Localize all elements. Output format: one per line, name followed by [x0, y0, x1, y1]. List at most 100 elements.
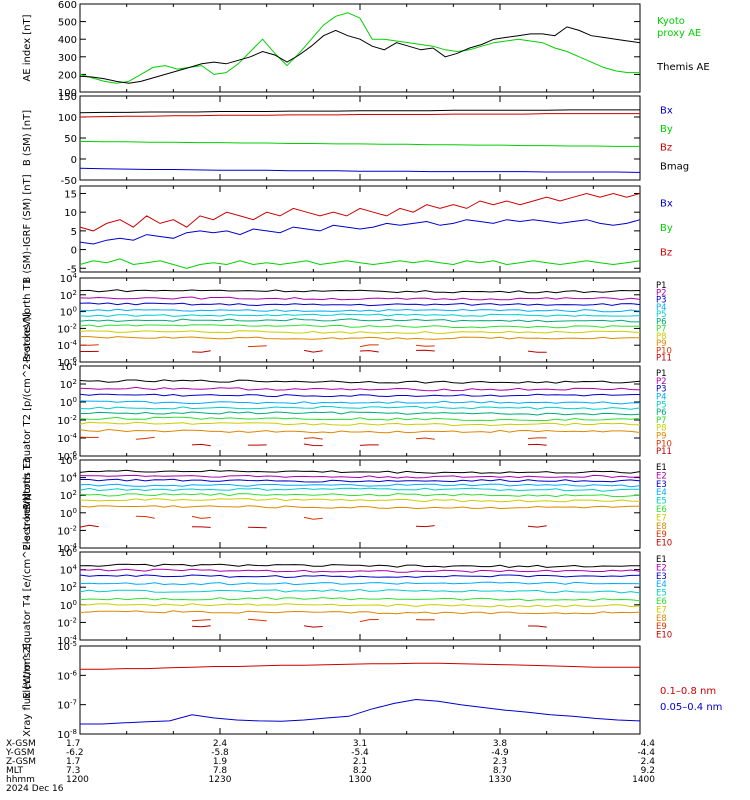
y-tick-label: 10-5 — [57, 640, 77, 653]
legend-entry: P8 — [656, 332, 667, 342]
legend-entry: E5 — [656, 497, 667, 507]
channel-line-E5 — [79, 487, 640, 492]
channel-line-P4 — [79, 308, 641, 313]
legend-entry: E3 — [656, 480, 667, 490]
legend-entry: 0.1–0.8 nm — [660, 686, 716, 697]
legend-entry: E9 — [656, 530, 667, 540]
x-axis-table: X-GSM 1.7 2.4 3.1 3.8 4.4 Y-GSM -6.2 -5.8 -5.4 -4.… — [5, 739, 655, 794]
x-axis-value: 1230 — [209, 775, 232, 785]
legend-entry: P1 — [656, 281, 667, 291]
legend-entry: E2 — [656, 471, 667, 481]
legend-entry: E1 — [656, 555, 667, 565]
panel-7: 10-4 10-2 100 102 104 106 Electrons Equator T4… — [22, 493, 672, 699]
x-axis-value: -4.4 — [637, 748, 655, 758]
y-axis-label: B (SM)-IGRF (SM) [nT] — [22, 174, 33, 283]
x-axis-value: -5.4 — [351, 748, 369, 758]
channel-line-E9 — [135, 515, 155, 519]
x-axis-row-label: X-GSM — [6, 739, 36, 749]
y-axis-label: Electrons Equator T4 [e/(cm^2-s-sr-keV)] — [22, 493, 33, 699]
legend-entry: P2 — [656, 377, 667, 387]
channel-line-E9 — [191, 619, 211, 622]
x-axis-value: 3.8 — [493, 739, 508, 749]
channel-line-E10 — [527, 525, 547, 528]
series-line-2 — [80, 698, 641, 725]
y-tick-label: 10-4 — [57, 634, 77, 647]
series-line-1 — [79, 12, 640, 84]
channel-line-E10 — [191, 625, 211, 628]
legend-entry: E7 — [656, 513, 667, 523]
panel-2: -50 0 50 100 150 B (SM) [nT] Bx By Bz Bmag — [22, 92, 689, 187]
x-axis-row-label: MLT — [6, 766, 24, 776]
channel-line-E2 — [79, 568, 641, 573]
y-tick-label: 102 — [60, 581, 77, 594]
legend-entry: P10 — [656, 439, 672, 449]
channel-line-P1 — [79, 289, 641, 294]
legend-entry: P3 — [656, 385, 667, 395]
series-line-1 — [80, 662, 640, 670]
x-axis-value: 2.4 — [641, 757, 656, 767]
legend-entry: E9 — [656, 622, 667, 632]
panel-8: 10-8 10-7 10-6 10-5 Xray flux [W/m^2] 0.1–0.8… — [22, 640, 722, 741]
channel-line-E9 — [303, 516, 323, 520]
legend-entry: E8 — [656, 614, 667, 624]
y-tick-label: 104 — [60, 564, 78, 577]
x-axis-value: 1.7 — [66, 757, 80, 767]
y-tick-label: 100 — [60, 396, 77, 409]
channel-line-E4 — [79, 483, 641, 488]
y-tick-label: 100 — [60, 306, 77, 319]
legend-entry: E3 — [656, 572, 667, 582]
y-tick-label: 10-2 — [57, 524, 77, 537]
legend-entry: P7 — [656, 325, 667, 335]
channel-line-P2 — [79, 386, 641, 392]
legend-entry: Themis AE — [656, 62, 710, 73]
channel-line-E10 — [303, 625, 323, 628]
series-line-1 — [79, 167, 641, 173]
y-axis-label: B (SM) [nT] — [22, 110, 33, 166]
channel-line-P7 — [79, 416, 641, 422]
series-line-4 — [79, 109, 640, 114]
legend-entry: Bz — [660, 247, 672, 258]
y-tick-label: 10-2 — [57, 616, 77, 629]
x-axis-value: 1400 — [632, 775, 655, 785]
channel-line-E3 — [80, 478, 641, 483]
legend-entry: By — [660, 223, 673, 234]
channel-line-P6 — [79, 411, 641, 416]
series-line-3 — [79, 113, 640, 118]
x-axis-value: 1.9 — [213, 757, 228, 767]
channel-line-E6 — [79, 492, 641, 498]
legend-entry: P1 — [656, 369, 667, 379]
channel-line-E2 — [79, 474, 641, 479]
channel-line-E10 — [528, 625, 547, 628]
channel-line-P1 — [79, 379, 641, 384]
x-axis-value: 2.4 — [213, 739, 228, 749]
panel-1: 100 200 300 400 500 600 AE index [nT] Kyoto prox… — [22, 0, 710, 99]
legend-entry: P5 — [656, 310, 667, 320]
x-axis-value: 9.2 — [641, 766, 655, 776]
channel-line-P11 — [527, 350, 547, 353]
y-tick-label: 10-6 — [57, 669, 77, 682]
legend-entry: P11 — [656, 447, 672, 457]
channel-line-E9 — [359, 619, 379, 623]
series-line-3 — [79, 192, 641, 232]
y-axis-label: Xray flux [W/m^2] — [22, 643, 33, 737]
channel-line-P10 — [415, 344, 435, 347]
legend-entry: P11 — [656, 354, 672, 364]
channel-line-P9 — [79, 336, 640, 340]
y-tick-label: 10-8 — [57, 728, 77, 741]
channel-line-E10 — [247, 526, 267, 529]
legend-entry: P2 — [656, 288, 667, 298]
series-line-2 — [79, 26, 641, 84]
x-axis-row-label: hhmm — [6, 775, 35, 785]
legend-entry: By — [660, 124, 673, 135]
y-axis-label: Protons Equator T2 [p/(cm^2-s-sr-keV)] — [22, 312, 33, 509]
channel-line-P3 — [79, 393, 641, 398]
legend-entry: P6 — [656, 408, 667, 418]
y-tick-label: 10-2 — [57, 414, 77, 427]
channel-line-E1 — [79, 563, 641, 568]
legend-entry: E10 — [656, 631, 672, 641]
y-tick-label: 10 — [64, 208, 77, 219]
channel-line-P11 — [191, 350, 211, 353]
x-axis-value: 8.7 — [493, 766, 507, 776]
